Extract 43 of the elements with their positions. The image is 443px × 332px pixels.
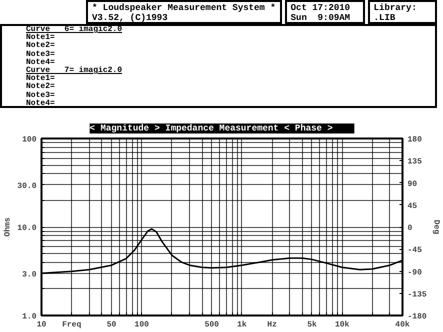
- y2-tick-label: 135: [408, 158, 422, 167]
- x-tick-label: Hz: [267, 320, 278, 330]
- y-tick-label: 3.0: [22, 270, 37, 280]
- text: Note3=: [26, 50, 56, 59]
- text: V3.52, (C)1993: [92, 13, 168, 23]
- y-tick-label: 100: [22, 136, 37, 144]
- text: Note1=: [26, 33, 56, 42]
- text: Note2=: [26, 41, 56, 50]
- x-tick-label: 40k: [395, 320, 410, 330]
- x-tick-label: Freq: [62, 320, 82, 330]
- x-tick-label: 1k: [237, 320, 247, 330]
- x-tick-label: 50: [106, 320, 117, 330]
- text: Library:: [374, 3, 417, 13]
- text: Note3=: [26, 90, 56, 100]
- y2-tick-label: 90: [408, 180, 418, 189]
- x-tick-label: 10: [36, 320, 46, 330]
- x-tick-label: 100: [134, 320, 150, 330]
- chart-title: < Magnitude > Impedance Measurement < Phase >: [90, 124, 333, 134]
- text: Curve 6= imagic2.0: [26, 25, 124, 34]
- y2-tick-label: -45: [408, 246, 422, 256]
- y2-tick-label: -90: [408, 268, 422, 278]
- text: Note4=: [26, 98, 56, 108]
- text: Oct 17:2010: [290, 3, 350, 13]
- y2-tick-label: 45: [408, 202, 418, 211]
- y-axis-title: Ohms: [3, 217, 12, 237]
- x-tick-label: 5k: [307, 320, 317, 330]
- text: Note1=: [26, 74, 56, 84]
- y2-tick-label: -180: [408, 312, 427, 322]
- y2-tick-label: -135: [408, 290, 427, 300]
- text: .LIB: [374, 13, 396, 23]
- x-tick-label: 500: [204, 320, 220, 330]
- y2-tick-label: 180: [408, 136, 422, 144]
- y2-tick-label: 0: [408, 224, 412, 233]
- text: * Loudspeaker Measurement System *: [92, 3, 276, 13]
- y-tick-label: 30.0: [17, 182, 37, 191]
- y-tick-label: 1.0: [22, 312, 37, 322]
- x-tick-label: 10k: [334, 320, 350, 330]
- y-tick-label: 10.0: [17, 224, 37, 233]
- text: Curve 7= imagic2.0: [26, 66, 124, 76]
- y2-axis-title: Deg: [432, 220, 441, 234]
- text: Sun 9:09AM: [290, 13, 350, 23]
- text: Note4=: [26, 58, 56, 67]
- text: Note2=: [26, 82, 56, 92]
